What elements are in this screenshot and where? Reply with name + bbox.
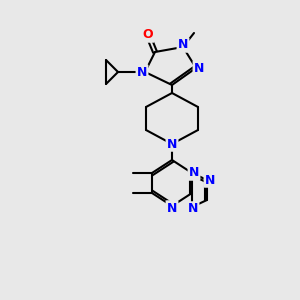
Text: O: O xyxy=(143,28,153,41)
Text: N: N xyxy=(137,65,147,79)
Text: N: N xyxy=(188,202,198,215)
Text: N: N xyxy=(167,137,177,151)
Text: N: N xyxy=(167,202,177,214)
Text: N: N xyxy=(194,61,204,74)
Text: N: N xyxy=(189,167,199,179)
Text: N: N xyxy=(178,38,188,52)
Text: N: N xyxy=(205,173,215,187)
